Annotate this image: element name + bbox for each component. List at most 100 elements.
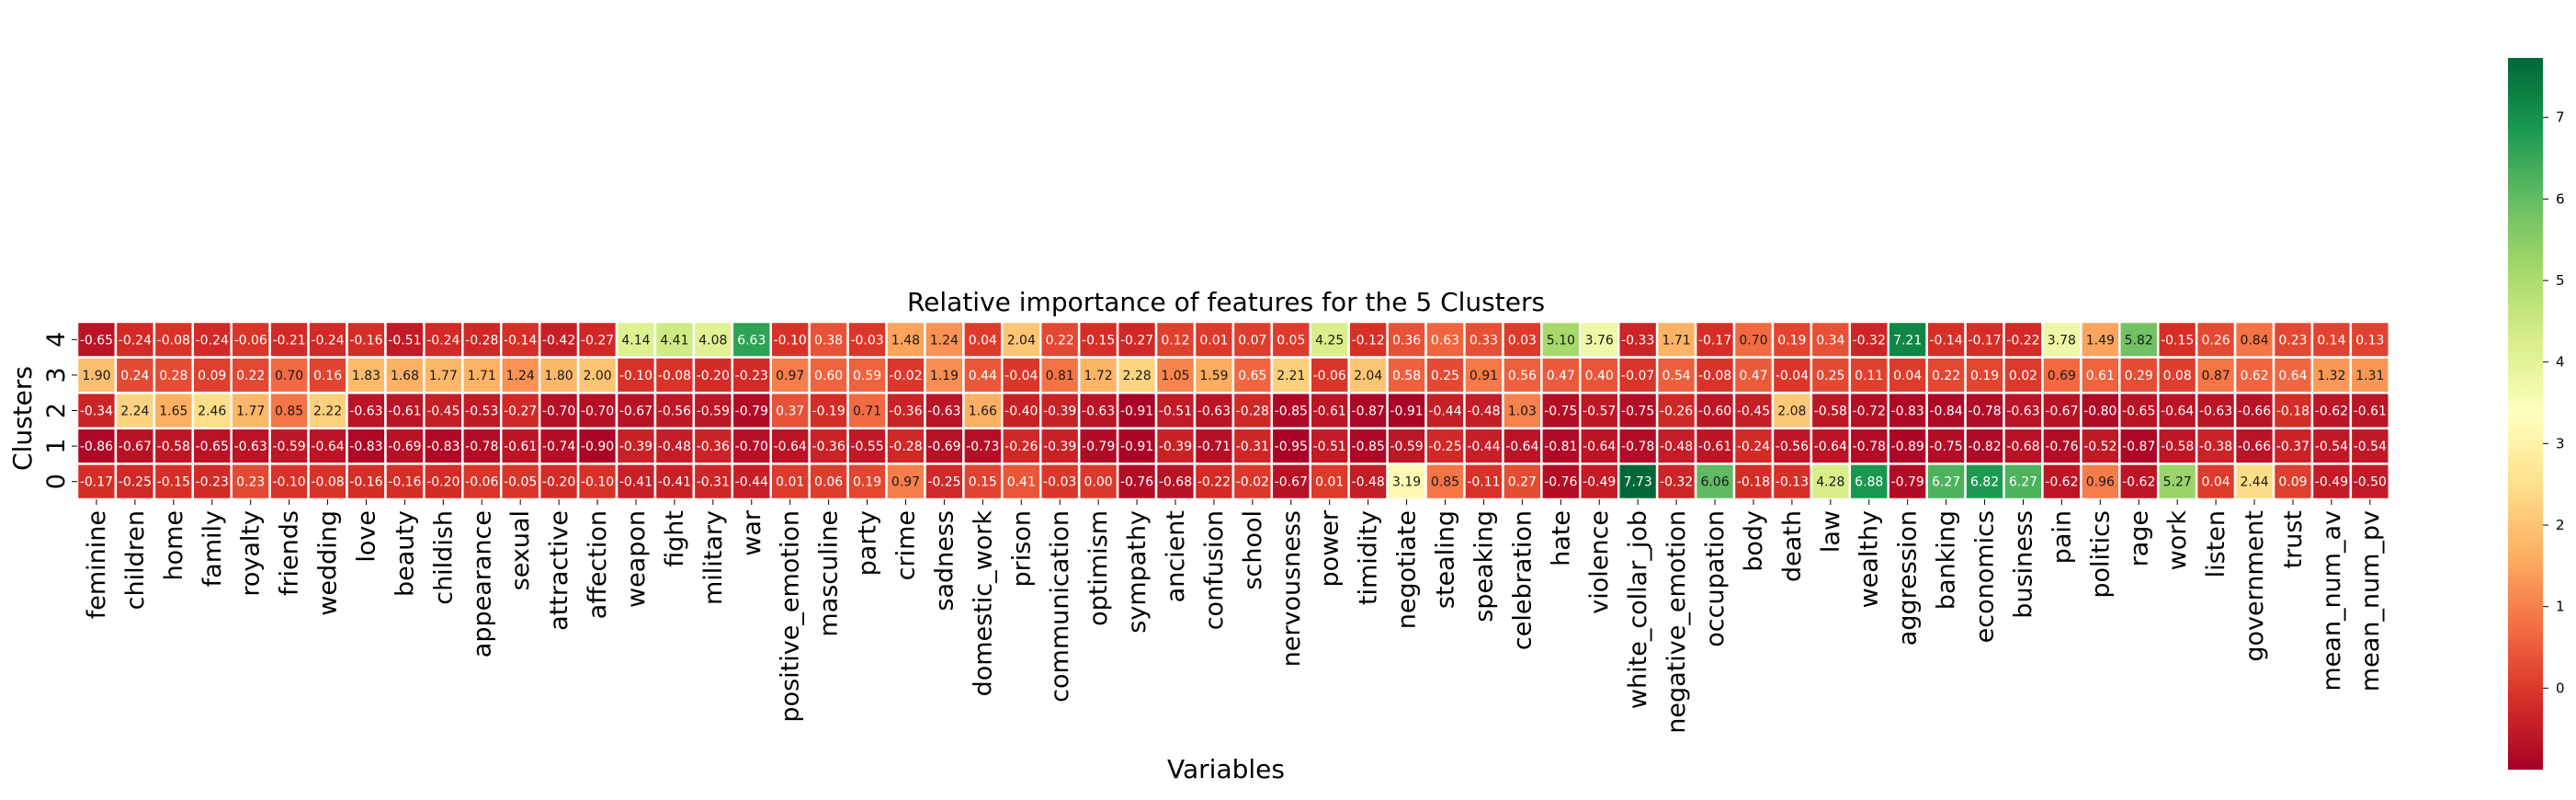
cell-value-label: -0.24 — [119, 333, 152, 348]
cell-value-label: 0.97 — [891, 475, 920, 490]
cell-value-label: -0.27 — [504, 405, 537, 419]
cell-value-label: -0.08 — [311, 475, 344, 490]
heatmap-cell — [2349, 463, 2391, 501]
cell-value-label: 5.10 — [1547, 333, 1575, 348]
cell-value-label: -0.63 — [2199, 405, 2232, 419]
heatmap-cell — [576, 356, 618, 394]
cell-value-label: -0.25 — [119, 475, 152, 490]
heatmap-cell — [1887, 356, 1928, 394]
heatmap-cell — [2003, 320, 2044, 359]
heatmap-cell — [885, 391, 926, 430]
cell-value-label: 0.11 — [1855, 369, 1883, 383]
x-tick-label: white_collar_job — [1624, 510, 1652, 709]
heatmap-cell — [1386, 463, 1427, 501]
cell-value-label: -0.41 — [619, 475, 653, 490]
cell-value-label: -0.65 — [196, 440, 229, 454]
heatmap-cell — [1502, 356, 1543, 394]
cell-value-label: -0.48 — [1352, 475, 1385, 490]
colorbar-gradient — [2508, 58, 2543, 770]
x-tick-label: beauty — [391, 510, 419, 597]
cell-value-label: -0.84 — [1929, 405, 1962, 419]
cell-value-label: 1.90 — [82, 369, 110, 383]
cell-value-label: -0.20 — [426, 475, 460, 490]
heatmap-cell — [384, 427, 426, 465]
cell-value-label: 1.65 — [159, 405, 187, 419]
x-tick-label: pain — [2048, 510, 2076, 564]
x-tick-label: mean_num_av — [2318, 510, 2346, 691]
cell-value-label: -0.32 — [1853, 333, 1886, 348]
cell-value-label: -0.91 — [1120, 405, 1153, 419]
x-tick-label: optimism — [1084, 510, 1113, 626]
cell-value-label: -0.11 — [1467, 475, 1500, 490]
heatmap-cell — [499, 356, 541, 394]
cell-value-label: 0.56 — [1508, 369, 1537, 383]
heatmap-cell — [423, 463, 464, 501]
cell-value-label: 2.04 — [1007, 333, 1036, 348]
cell-value-label: -0.04 — [1776, 369, 1809, 383]
cell-value-label: -0.13 — [1776, 475, 1809, 490]
cell-value-label: -0.15 — [157, 475, 190, 490]
cell-value-label: 0.33 — [1470, 333, 1498, 348]
x-tick-label: fight — [661, 510, 689, 567]
cell-value-label: 0.85 — [1431, 475, 1459, 490]
heatmap-cell — [1001, 463, 1042, 501]
cell-value-label: -0.85 — [1352, 440, 1385, 454]
heatmap-cell — [1001, 391, 1042, 430]
x-tick-label: death — [1778, 510, 1807, 582]
heatmap-cell — [2349, 391, 2391, 430]
heatmap-cell — [2156, 427, 2198, 465]
cell-value-label: -0.17 — [1698, 333, 1731, 348]
cell-value-label: -0.10 — [581, 475, 614, 490]
cell-value-label: -0.44 — [1467, 440, 1500, 454]
cell-value-label: 6.06 — [1700, 475, 1729, 490]
cell-value-label: -0.15 — [1082, 333, 1115, 348]
cell-value-label: -0.54 — [2354, 440, 2387, 454]
cell-value-label: -0.08 — [658, 369, 691, 383]
cell-value-label: -0.25 — [1428, 440, 1461, 454]
cell-value-label: 1.24 — [506, 369, 535, 383]
cell-value-label: 0.87 — [2202, 369, 2230, 383]
x-tick-label: ancient — [1162, 510, 1190, 602]
cell-value-label: -0.64 — [1583, 440, 1616, 454]
cell-value-label: -0.55 — [850, 440, 883, 454]
cell-value-label: -0.27 — [581, 333, 614, 348]
cell-value-label: -0.45 — [1737, 405, 1770, 419]
cell-value-label: -0.51 — [388, 333, 421, 348]
x-tick-label: body — [1740, 510, 1768, 572]
x-tick-label: domestic_work — [969, 510, 997, 697]
heatmap-cell — [1964, 320, 2005, 359]
cell-value-label: 0.64 — [2278, 369, 2307, 383]
cell-value-label: 0.54 — [1662, 369, 1691, 383]
cell-value-label: -0.59 — [272, 440, 305, 454]
x-tick-label: royalty — [237, 510, 266, 597]
cell-value-label: -0.62 — [2315, 405, 2348, 419]
cell-value-label: 0.12 — [1161, 333, 1189, 348]
heatmap-cell — [1887, 320, 1928, 359]
heatmap-cell — [268, 391, 310, 430]
x-tick-label: family — [199, 510, 227, 587]
heatmap-cell — [307, 427, 348, 465]
cell-value-label: 0.19 — [853, 475, 881, 490]
heatmap-cell — [1424, 427, 1466, 465]
cell-value-label: -0.64 — [1505, 440, 1538, 454]
heatmap-cell — [461, 427, 503, 465]
cell-value-label: 1.48 — [891, 333, 920, 348]
cell-value-label: -0.76 — [1120, 475, 1153, 490]
cell-value-label: -0.25 — [927, 475, 960, 490]
heatmap-cell — [576, 427, 618, 465]
cell-value-label: 0.23 — [2278, 333, 2307, 348]
cell-value-label: 0.04 — [2202, 475, 2230, 490]
heatmap-cells — [75, 320, 2391, 501]
y-tick-label: 3 — [42, 367, 71, 383]
x-tick-label: occupation — [1701, 510, 1730, 647]
x-tick-label: trust — [2279, 510, 2308, 568]
colorbar-tick-label: 2 — [2556, 517, 2565, 533]
x-tick-label: negative_emotion — [1662, 510, 1691, 734]
x-tick-label: celebration — [1508, 510, 1537, 650]
x-tick-label: friends — [276, 510, 304, 596]
cell-value-label: -0.08 — [157, 333, 190, 348]
y-tick-label: 1 — [42, 439, 71, 454]
heatmap-cell — [1502, 427, 1543, 465]
cell-value-label: -0.50 — [2354, 475, 2387, 490]
cell-value-label: -0.70 — [735, 440, 768, 454]
